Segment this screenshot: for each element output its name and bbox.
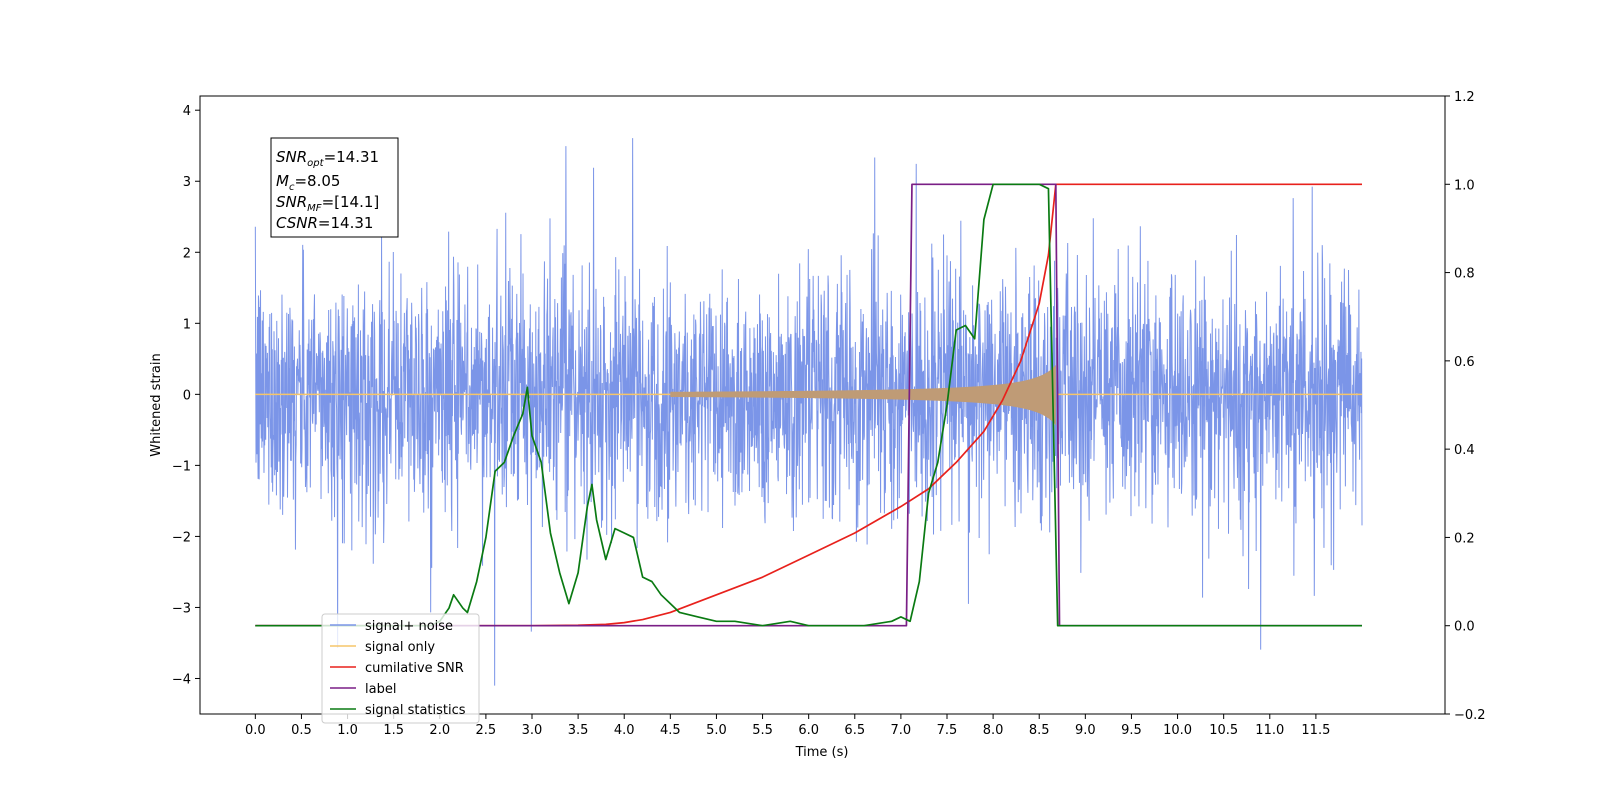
annotation-snr-opt: SNRopt=14.31 bbox=[276, 148, 379, 169]
x-tick-label: 1.0 bbox=[337, 723, 358, 738]
x-tick-label: 10.5 bbox=[1209, 723, 1238, 738]
x-tick-label: 5.5 bbox=[752, 723, 773, 738]
x-tick-label: 2.5 bbox=[476, 723, 497, 738]
x-tick-label: 7.5 bbox=[937, 723, 958, 738]
annotation-csnr: CSNR=14.31 bbox=[276, 214, 373, 232]
y-left-tick-label: −1 bbox=[172, 459, 191, 474]
x-tick-label: 3.5 bbox=[568, 723, 589, 738]
legend-label-csnr: cumilative SNR bbox=[365, 661, 464, 676]
legend-label-label: label bbox=[365, 682, 396, 697]
x-tick-label: 6.5 bbox=[844, 723, 865, 738]
plot-frame bbox=[199, 95, 1446, 715]
x-axis-label: Time (s) bbox=[795, 745, 849, 760]
annotation-snr-mf: SNRMF=[14.1] bbox=[276, 193, 379, 214]
annotation-mc-value: =8.05 bbox=[294, 172, 340, 190]
y-right-tick-label: 0.2 bbox=[1454, 531, 1475, 546]
annotation-box: SNRopt=14.31 Mc=8.05 SNRMF=[14.1] CSNR=1… bbox=[270, 137, 399, 238]
x-tick-label: 11.5 bbox=[1301, 723, 1330, 738]
annotation-snr-opt-value: =14.31 bbox=[324, 148, 380, 166]
legend-frame bbox=[321, 613, 480, 724]
y-left-tick-label: 2 bbox=[183, 246, 191, 261]
y-right-tick-label: 0.6 bbox=[1454, 355, 1475, 370]
y-left-tick-label: −2 bbox=[172, 530, 191, 545]
x-tick-label: 8.5 bbox=[1029, 723, 1050, 738]
annotation-frame bbox=[270, 137, 399, 238]
y-left-tick-label: −4 bbox=[172, 672, 191, 687]
series-signal-envelope bbox=[670, 364, 1056, 426]
y-left-tick-label: 0 bbox=[183, 388, 191, 403]
legend-label-stats: signal statistics bbox=[365, 703, 466, 718]
y-right-tick-label: 1.0 bbox=[1454, 178, 1475, 193]
x-tick-label: 8.0 bbox=[983, 723, 1004, 738]
x-tick-label: 6.0 bbox=[798, 723, 819, 738]
x-tick-label: 7.0 bbox=[891, 723, 912, 738]
y-right-tick-label: 0.4 bbox=[1454, 443, 1475, 458]
y-axis-right: −0.2 0.0 0.2 0.4 0.6 0.8 1.0 1.2 bbox=[1445, 90, 1486, 723]
y-left-tick-label: −3 bbox=[172, 601, 191, 616]
y-left-tick-label: 4 bbox=[183, 104, 191, 119]
y-axis-left: −4 −3 −2 −1 0 1 2 3 4 bbox=[172, 104, 200, 687]
x-tick-label: 9.0 bbox=[1075, 723, 1096, 738]
plot-area bbox=[254, 138, 1363, 686]
y-left-tick-label: 3 bbox=[183, 175, 191, 190]
x-axis: 0.0 0.5 1.0 1.5 2.0 2.5 3.0 3.5 4.0 4.5 5.0 5.5 6.0 6… bbox=[245, 714, 1330, 738]
legend-label-noise: signal+ noise bbox=[365, 619, 453, 634]
x-tick-label: 5.0 bbox=[706, 723, 727, 738]
y-left-tick-label: 1 bbox=[183, 317, 191, 332]
x-tick-label: 3.0 bbox=[522, 723, 543, 738]
x-tick-label: 2.0 bbox=[429, 723, 450, 738]
x-tick-label: 0.0 bbox=[245, 723, 266, 738]
y-right-tick-label: 0.8 bbox=[1454, 267, 1475, 282]
series-cumulative-snr bbox=[255, 183, 1362, 627]
x-tick-label: 4.0 bbox=[614, 723, 635, 738]
legend: signal+ noise signal only cumilative SNR… bbox=[321, 613, 480, 724]
x-tick-label: 1.5 bbox=[383, 723, 404, 738]
y-right-tick-label: −0.2 bbox=[1454, 708, 1486, 723]
y-axis-label: Whitened strain bbox=[149, 353, 164, 456]
series-signal-noise bbox=[254, 138, 1363, 686]
x-tick-label: 4.5 bbox=[660, 723, 681, 738]
x-tick-label: 0.5 bbox=[291, 723, 312, 738]
legend-label-signal: signal only bbox=[365, 640, 435, 655]
annotation-csnr-value: =14.31 bbox=[318, 214, 374, 232]
x-tick-label: 11.0 bbox=[1255, 723, 1284, 738]
annotation-mc: Mc=8.05 bbox=[276, 172, 340, 193]
annotation-snr-mf-value: =[14.1] bbox=[322, 193, 380, 211]
y-right-tick-label: 0.0 bbox=[1454, 620, 1475, 635]
series-signal-statistics bbox=[255, 183, 1362, 627]
x-tick-label: 10.0 bbox=[1163, 723, 1192, 738]
y-right-tick-label: 1.2 bbox=[1454, 90, 1475, 105]
x-tick-label: 9.5 bbox=[1121, 723, 1142, 738]
